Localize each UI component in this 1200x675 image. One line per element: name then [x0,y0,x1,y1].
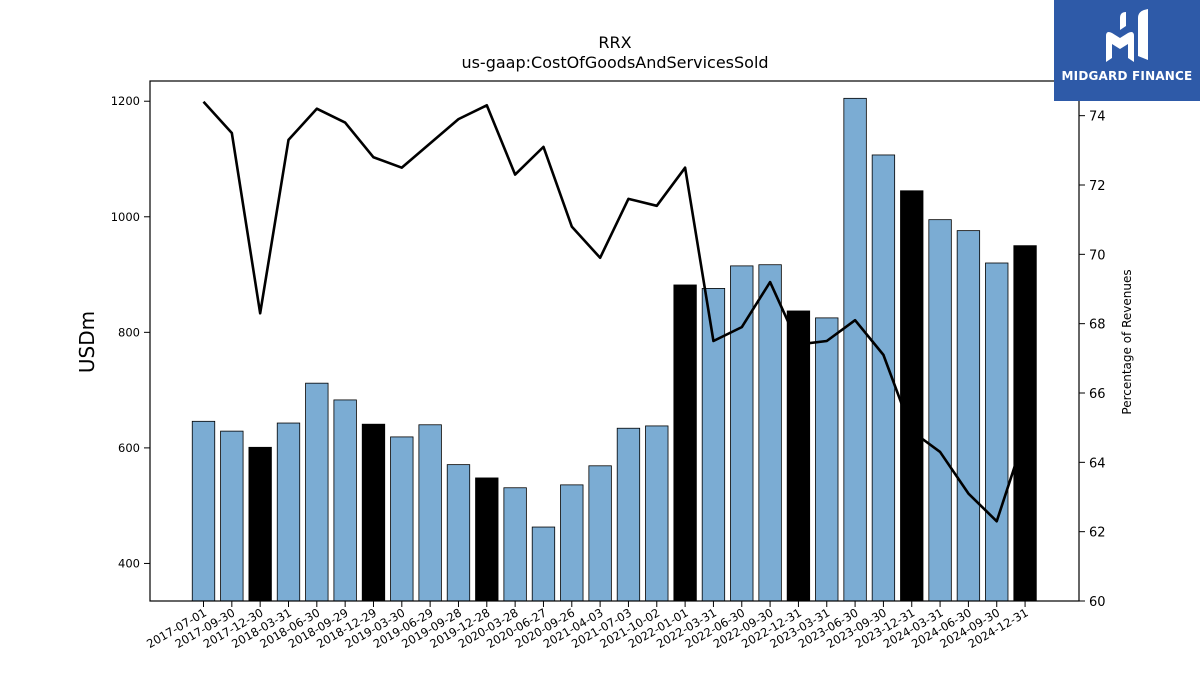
y-tick-label: 1000 [111,210,140,224]
bar-2019-06-29 [418,424,442,602]
bar-2023-03-31 [815,317,839,602]
bar-2024-12-31 [1013,245,1037,602]
bar-2021-07-03 [616,427,641,602]
y2-tick-label: 68 [1089,318,1106,333]
bar-2021-10-02 [645,425,669,602]
bar-2018-12-29 [361,423,386,602]
bar-2021-04-03 [588,465,612,602]
bar-2024-03-31 [928,219,952,602]
percentage-line [202,100,1027,523]
y-tick-label: 800 [118,325,140,339]
bar-2023-06-30 [843,97,867,602]
bar-2017-07-01 [191,420,216,602]
y2-tick-label: 60 [1089,595,1106,610]
bar-2018-03-31 [276,422,301,602]
bar-2020-09-26 [560,484,584,602]
bar-2020-03-28 [503,487,527,602]
bar-2019-09-28 [446,464,471,602]
chart-title: RRX [598,33,631,52]
logo-wordmark: MIDGARD FINANCE [1061,69,1193,83]
bar-series [191,97,1037,602]
y2-tick-label: 64 [1089,456,1106,471]
bar-2020-06-27 [531,526,556,602]
y2-tick-label: 70 [1089,248,1106,263]
y2-tick-label: 72 [1089,179,1106,194]
y-axis-label: USDm [75,311,99,373]
bar-2022-01-01 [673,284,697,602]
y2-tick-label: 66 [1089,387,1106,402]
y2-axis-label: Percentage of Revenues [1120,269,1134,414]
bar-2019-03-30 [390,436,414,602]
plot-frame [149,80,1080,602]
bar-2024-09-30 [985,262,1009,602]
bar-2022-09-30 [758,264,782,602]
y2-tick-label: 62 [1089,526,1106,541]
logo-icon [1106,9,1148,62]
y-tick-label: 1200 [111,94,140,108]
bar-2019-12-28 [475,477,499,602]
bar-2022-12-31 [786,310,811,602]
y-tick-label: 400 [118,556,140,570]
bar-2017-09-30 [220,430,244,602]
bar-2024-06-30 [956,230,981,602]
bar-2018-06-30 [305,382,329,602]
brand-logo: MIDGARD FINANCE [1054,0,1200,101]
y2-tick-label: 74 [1089,110,1106,125]
y-tick-label: 600 [118,441,140,455]
line-series [202,100,1027,523]
bar-2017-12-30 [248,446,272,602]
chart-subtitle: us-gaap:CostOfGoodsAndServicesSold [461,53,768,72]
bar-2023-12-31 [900,190,924,602]
bar-2018-09-29 [333,399,357,602]
